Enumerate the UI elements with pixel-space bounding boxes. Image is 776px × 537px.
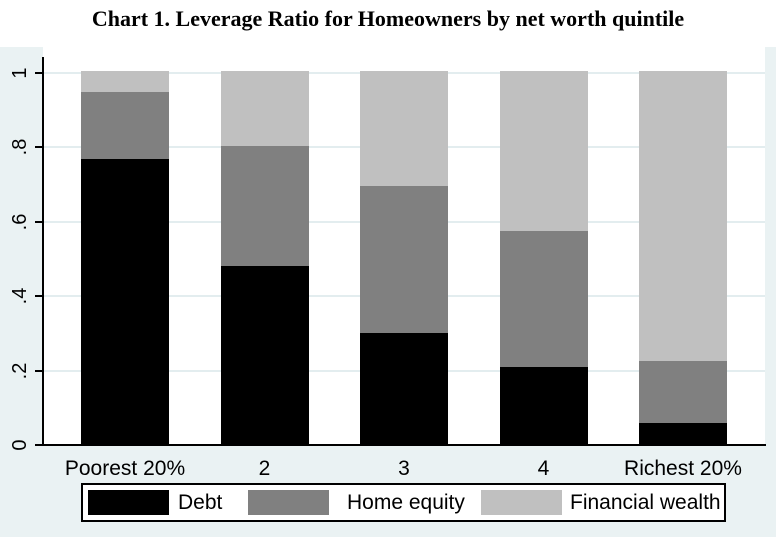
y-tick-label-.6: .6 (8, 213, 31, 231)
bar-segment-debt-2 (220, 266, 309, 445)
y-tick-label-.2: .2 (8, 362, 31, 379)
x-tick-label-2: 2 (258, 457, 271, 480)
plot-area (43, 47, 765, 445)
legend-swatch-financial-wealth (481, 490, 562, 515)
bar-segment-financial-wealth-2 (220, 71, 309, 146)
bar-3 (360, 71, 448, 445)
y-tick-label-.8: .8 (8, 139, 31, 156)
bar-segment-home-equity-4 (499, 231, 588, 367)
x-tick-label-4: 4 (537, 457, 550, 480)
bar-2 (220, 71, 309, 445)
legend: Debt Home equity Financial wealth (81, 483, 726, 522)
y-tick-.8 (35, 146, 43, 149)
bar-segment-debt-4 (499, 366, 588, 445)
bar-segment-financial-wealth-richest-20 (639, 71, 727, 362)
chart-title: Chart 1. Leverage Ratio for Homeowners b… (91, 6, 685, 31)
x-tick-label-richest-20: Richest 20% (624, 457, 742, 480)
y-tick-label-0: 0 (8, 439, 31, 451)
bar-4 (499, 71, 588, 445)
legend-label-debt: Debt (178, 490, 223, 514)
bar-segment-home-equity-poorest-20 (81, 91, 169, 159)
bar-segment-debt-poorest-20 (81, 158, 169, 445)
legend-item-financial-wealth: Financial wealth (481, 485, 721, 520)
y-tick-.2 (35, 369, 43, 372)
legend-label-home-equity: Home equity (347, 490, 465, 514)
y-tick-.4 (35, 295, 43, 298)
bar-segment-financial-wealth-3 (360, 71, 448, 187)
legend-swatch-home-equity (248, 490, 329, 515)
y-tick-label-.4: .4 (8, 287, 31, 305)
bar-segment-home-equity-2 (220, 145, 309, 267)
legend-swatch-debt (88, 490, 169, 515)
y-tick-0 (35, 444, 43, 446)
graph-area: Debt Home equity Financial wealth 0 .2 .4 .6.… (0, 47, 776, 537)
bar-segment-financial-wealth-4 (499, 71, 588, 232)
y-tick-label-1: 1 (8, 67, 31, 79)
bar-segment-home-equity-3 (360, 186, 448, 334)
legend-label-financial-wealth: Financial wealth (570, 490, 721, 514)
legend-item-home-equity: Home equity (248, 485, 465, 520)
bar-segment-home-equity-richest-20 (639, 361, 727, 423)
x-tick-label-poorest-20: Poorest 20% (64, 457, 186, 480)
legend-item-debt: Debt (88, 485, 222, 520)
bar-segment-financial-wealth-poorest-20 (81, 71, 169, 92)
y-tick-1 (35, 72, 43, 74)
y-tick-.6 (35, 220, 43, 223)
bar-segment-debt-richest-20 (639, 422, 727, 445)
y-axis-line (42, 57, 44, 446)
x-tick-label-3: 3 (398, 457, 410, 480)
x-axis-line (42, 444, 766, 446)
bar-poorest-20 (81, 71, 169, 445)
bar-richest-20 (639, 71, 727, 445)
bar-segment-debt-3 (360, 333, 448, 445)
